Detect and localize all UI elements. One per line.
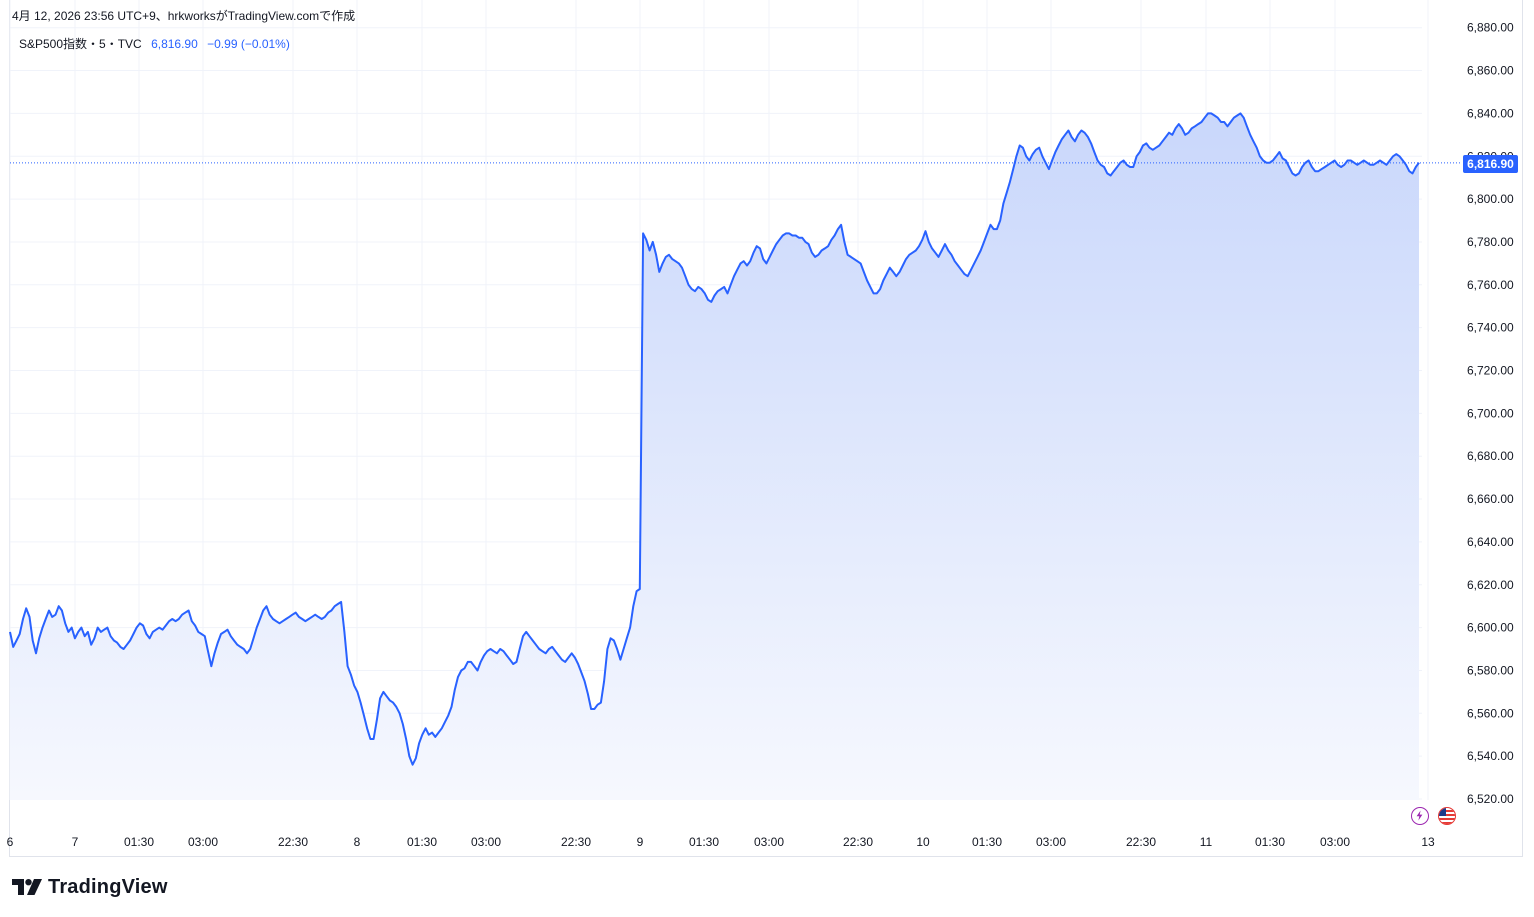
price-line xyxy=(9,112,1420,766)
x-tick-label: 22:30 xyxy=(278,835,308,849)
x-tick-label: 03:00 xyxy=(1320,835,1350,849)
chart-meta: 4月 12, 2026 23:56 UTC+9、hrkworksがTrading… xyxy=(12,9,356,23)
y-tick-label: 6,540.00 xyxy=(1467,749,1514,763)
y-tick-label: 6,880.00 xyxy=(1467,21,1514,35)
y-tick-label: 6,660.00 xyxy=(1467,492,1514,506)
x-tick-label: 03:00 xyxy=(1036,835,1066,849)
x-tick-label: 13 xyxy=(1421,835,1435,849)
x-tick-label: 7 xyxy=(72,835,79,849)
x-tick-label: 01:30 xyxy=(124,835,154,849)
x-tick-label: 11 xyxy=(1200,835,1213,849)
price-change: −0.99 (−0.01%) xyxy=(207,37,290,51)
y-tick-label: 6,780.00 xyxy=(1467,235,1514,249)
y-tick-label: 6,520.00 xyxy=(1467,792,1514,806)
x-tick-label: 10 xyxy=(916,835,930,849)
x-tick-label: 8 xyxy=(354,835,361,849)
y-tick-label: 6,640.00 xyxy=(1467,535,1514,549)
y-tick-label: 6,760.00 xyxy=(1467,278,1514,292)
y-tick-label: 6,840.00 xyxy=(1467,106,1514,120)
y-tick-label: 6,860.00 xyxy=(1467,64,1514,78)
x-tick-label: 01:30 xyxy=(1255,835,1285,849)
area-fill xyxy=(10,113,1419,800)
brand-name: TradingView xyxy=(48,875,168,898)
y-tick-label: 6,600.00 xyxy=(1467,621,1514,635)
x-tick-label: 9 xyxy=(637,835,644,849)
time-axis[interactable]: 6 7 01:30 03:00 22:30 8 01:30 03:00 22:30 9 01:30 0… xyxy=(7,835,1435,849)
y-tick-label: 6,680.00 xyxy=(1467,449,1514,463)
y-tick-label: 6,620.00 xyxy=(1467,578,1514,592)
lightning-icon[interactable] xyxy=(1411,807,1429,825)
x-tick-label: 03:00 xyxy=(188,835,218,849)
y-tick-label: 6,580.00 xyxy=(1467,663,1514,677)
y-tick-label: 6,740.00 xyxy=(1467,321,1514,335)
y-tick-label: 6,720.00 xyxy=(1467,364,1514,378)
tradingview-logo[interactable]: TradingView xyxy=(12,876,168,898)
symbol-name[interactable]: S&P500指数・5・TVC xyxy=(19,37,142,51)
x-tick-label: 01:30 xyxy=(407,835,437,849)
series-line xyxy=(9,112,1462,766)
x-tick-label: 22:30 xyxy=(843,835,873,849)
last-price: 6,816.90 xyxy=(151,37,198,51)
y-tick-label: 6,560.00 xyxy=(1467,706,1514,720)
x-tick-label: 03:00 xyxy=(754,835,784,849)
x-tick-label: 01:30 xyxy=(689,835,719,849)
series-area xyxy=(10,113,1419,800)
x-tick-label: 6 xyxy=(7,835,14,849)
x-tick-label: 03:00 xyxy=(471,835,501,849)
y-tick-label: 6,800.00 xyxy=(1467,192,1514,206)
y-tick-label: 6,700.00 xyxy=(1467,406,1514,420)
symbol-legend[interactable]: S&P500指数・5・TVC 6,816.90 −0.99 (−0.01%) xyxy=(19,35,290,52)
x-tick-label: 01:30 xyxy=(972,835,1002,849)
us-flag-icon[interactable] xyxy=(1438,807,1456,825)
x-tick-label: 22:30 xyxy=(1126,835,1156,849)
price-axis[interactable]: 6,520.00 6,540.00 6,560.00 6,580.00 6,600.00… xyxy=(1467,21,1514,806)
x-tick-label: 22:30 xyxy=(561,835,591,849)
last-price-badge: 6,816.90 xyxy=(1463,155,1518,173)
tradingview-logo-icon xyxy=(12,879,42,895)
